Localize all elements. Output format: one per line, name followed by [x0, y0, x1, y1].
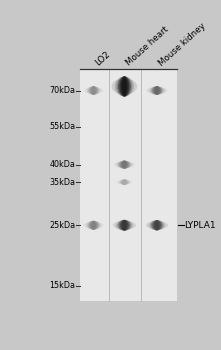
Bar: [80, 69, 177, 301]
Ellipse shape: [86, 221, 101, 230]
Text: Mouse heart: Mouse heart: [124, 25, 170, 68]
Ellipse shape: [155, 220, 159, 230]
Ellipse shape: [84, 87, 103, 94]
Text: 70kDa: 70kDa: [50, 86, 76, 95]
Text: 35kDa: 35kDa: [50, 178, 76, 187]
Ellipse shape: [88, 86, 99, 95]
Ellipse shape: [115, 76, 134, 97]
Ellipse shape: [112, 78, 137, 95]
Ellipse shape: [92, 221, 95, 230]
Ellipse shape: [117, 161, 132, 169]
Ellipse shape: [92, 86, 95, 95]
Ellipse shape: [120, 76, 129, 97]
Ellipse shape: [91, 86, 96, 95]
Ellipse shape: [120, 180, 128, 185]
Ellipse shape: [152, 86, 162, 95]
Ellipse shape: [113, 221, 136, 230]
Ellipse shape: [116, 220, 133, 231]
Ellipse shape: [119, 220, 130, 231]
Text: LO2: LO2: [93, 50, 112, 68]
Text: 40kDa: 40kDa: [50, 160, 76, 169]
Ellipse shape: [121, 76, 128, 97]
Text: 55kDa: 55kDa: [50, 122, 76, 131]
Ellipse shape: [123, 161, 126, 169]
Ellipse shape: [117, 76, 132, 97]
Ellipse shape: [86, 86, 101, 95]
Ellipse shape: [120, 161, 128, 169]
Ellipse shape: [89, 221, 99, 230]
Text: 25kDa: 25kDa: [50, 221, 76, 230]
Ellipse shape: [123, 220, 126, 231]
Ellipse shape: [118, 180, 131, 185]
Text: LYPLA1: LYPLA1: [185, 221, 216, 230]
Ellipse shape: [153, 220, 161, 230]
Ellipse shape: [120, 180, 129, 185]
Ellipse shape: [122, 76, 126, 97]
Ellipse shape: [119, 161, 130, 169]
Ellipse shape: [150, 220, 164, 230]
Ellipse shape: [151, 86, 163, 95]
Ellipse shape: [151, 220, 162, 230]
Ellipse shape: [117, 220, 131, 231]
Ellipse shape: [84, 222, 103, 229]
Ellipse shape: [120, 220, 129, 231]
Ellipse shape: [116, 180, 133, 184]
Ellipse shape: [154, 220, 160, 230]
Text: Mouse kidney: Mouse kidney: [157, 21, 207, 68]
Ellipse shape: [90, 221, 97, 230]
Ellipse shape: [122, 220, 127, 231]
Ellipse shape: [90, 86, 97, 95]
Ellipse shape: [154, 86, 160, 95]
Ellipse shape: [123, 180, 126, 185]
Ellipse shape: [88, 221, 99, 230]
Ellipse shape: [121, 180, 128, 185]
Text: 15kDa: 15kDa: [50, 281, 76, 290]
Ellipse shape: [155, 86, 158, 95]
Ellipse shape: [122, 161, 127, 169]
Ellipse shape: [118, 161, 131, 169]
Ellipse shape: [149, 220, 165, 230]
Ellipse shape: [91, 221, 96, 230]
Ellipse shape: [146, 221, 168, 229]
Ellipse shape: [114, 161, 135, 168]
Ellipse shape: [153, 86, 161, 95]
Ellipse shape: [118, 76, 131, 97]
Ellipse shape: [147, 87, 167, 94]
Ellipse shape: [89, 86, 98, 95]
Ellipse shape: [122, 180, 126, 185]
Ellipse shape: [149, 86, 165, 95]
